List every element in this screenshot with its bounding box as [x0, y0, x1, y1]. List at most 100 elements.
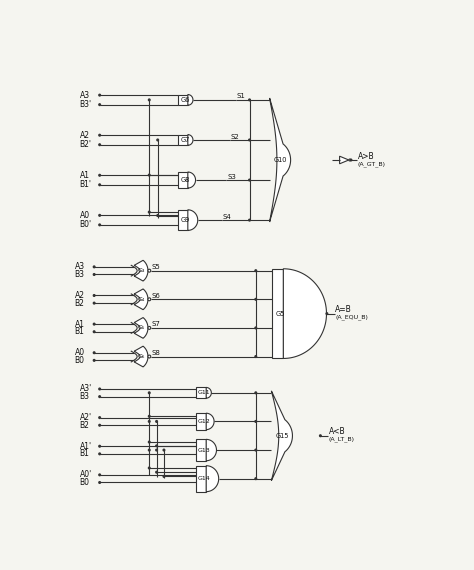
Circle shape: [249, 219, 250, 221]
Circle shape: [99, 174, 100, 176]
Circle shape: [148, 421, 150, 422]
Polygon shape: [178, 95, 188, 105]
Circle shape: [99, 214, 100, 216]
Circle shape: [255, 356, 256, 357]
Circle shape: [349, 159, 351, 161]
Circle shape: [93, 295, 95, 296]
Polygon shape: [206, 413, 214, 430]
Circle shape: [99, 453, 100, 455]
Circle shape: [148, 467, 150, 469]
Polygon shape: [206, 466, 219, 492]
Text: B0': B0': [80, 221, 91, 229]
Circle shape: [249, 179, 250, 181]
Circle shape: [148, 441, 150, 443]
Circle shape: [93, 323, 95, 325]
Circle shape: [156, 421, 157, 422]
Circle shape: [99, 474, 100, 476]
Text: G8: G8: [181, 177, 190, 183]
Text: G7: G7: [181, 137, 190, 143]
Circle shape: [148, 355, 151, 358]
Text: A0: A0: [80, 211, 90, 220]
Polygon shape: [283, 269, 327, 359]
Text: S6: S6: [152, 293, 161, 299]
Polygon shape: [272, 269, 283, 359]
Text: G6: G6: [181, 97, 190, 103]
Text: S3: S3: [227, 174, 236, 180]
Circle shape: [99, 482, 100, 483]
Polygon shape: [134, 260, 148, 281]
Text: (A_GT_B): (A_GT_B): [358, 161, 386, 166]
Circle shape: [93, 331, 95, 332]
Text: S4: S4: [222, 214, 231, 219]
Text: A0: A0: [75, 348, 85, 357]
Text: G10: G10: [274, 157, 288, 163]
Circle shape: [255, 392, 256, 394]
Circle shape: [156, 449, 157, 451]
Circle shape: [326, 313, 328, 315]
Text: G₃: G₃: [137, 268, 145, 273]
Circle shape: [93, 274, 95, 275]
Polygon shape: [134, 289, 148, 310]
Text: (A_EQU_B): (A_EQU_B): [335, 315, 368, 320]
Circle shape: [99, 388, 100, 390]
Text: B2: B2: [80, 421, 89, 430]
Circle shape: [255, 421, 256, 422]
Circle shape: [255, 327, 256, 329]
Polygon shape: [196, 439, 206, 461]
Text: S8: S8: [152, 350, 161, 356]
Circle shape: [148, 211, 150, 213]
Polygon shape: [178, 172, 188, 188]
Circle shape: [148, 99, 150, 101]
Polygon shape: [196, 466, 206, 492]
Text: B1: B1: [75, 327, 84, 336]
Text: A2: A2: [75, 291, 85, 300]
Text: A3': A3': [80, 385, 91, 393]
Circle shape: [157, 215, 158, 217]
Circle shape: [99, 184, 100, 186]
Circle shape: [148, 174, 150, 176]
Text: B3: B3: [75, 270, 85, 279]
Circle shape: [148, 298, 151, 301]
Text: A0': A0': [80, 470, 91, 479]
Text: S1: S1: [237, 93, 245, 99]
Text: B0: B0: [75, 356, 85, 365]
Circle shape: [163, 449, 165, 451]
Text: B2: B2: [75, 299, 84, 308]
Text: A3: A3: [75, 262, 85, 271]
Circle shape: [255, 449, 256, 451]
Text: A1': A1': [80, 442, 91, 451]
Text: S5: S5: [152, 264, 161, 270]
Text: G9: G9: [181, 217, 190, 223]
Circle shape: [249, 99, 250, 101]
Polygon shape: [339, 156, 349, 164]
Text: B0: B0: [80, 478, 90, 487]
Text: G₄: G₄: [137, 297, 145, 302]
Circle shape: [93, 360, 95, 361]
Circle shape: [93, 352, 95, 353]
Polygon shape: [134, 317, 148, 338]
Polygon shape: [188, 210, 198, 230]
Polygon shape: [188, 95, 193, 105]
Circle shape: [255, 270, 256, 271]
Text: G11: G11: [198, 390, 210, 396]
Polygon shape: [134, 346, 148, 367]
Circle shape: [319, 435, 321, 437]
Circle shape: [350, 159, 352, 161]
Text: B2': B2': [80, 140, 91, 149]
Circle shape: [156, 445, 157, 447]
Polygon shape: [206, 388, 211, 398]
Circle shape: [99, 396, 100, 397]
Circle shape: [163, 475, 165, 477]
Circle shape: [156, 471, 157, 473]
Polygon shape: [196, 413, 206, 430]
Text: G₆: G₆: [137, 354, 145, 359]
Polygon shape: [188, 135, 193, 145]
Text: A1: A1: [75, 320, 85, 329]
Text: A3: A3: [80, 91, 90, 100]
Text: B1': B1': [80, 180, 91, 189]
Circle shape: [99, 135, 100, 136]
Polygon shape: [270, 98, 291, 222]
Text: A=B: A=B: [335, 306, 352, 314]
Circle shape: [99, 417, 100, 418]
Text: B3: B3: [80, 392, 90, 401]
